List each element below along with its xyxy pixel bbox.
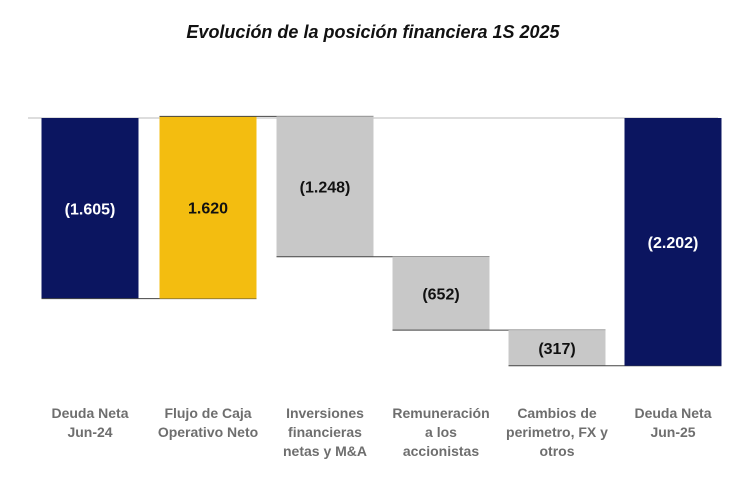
category-label-4: Remuneración a los accionistas — [392, 405, 489, 459]
category-label-6: Deuda Neta Jun-25 — [634, 405, 711, 440]
bar-5 — [508, 330, 606, 366]
data-label-4: (652) — [422, 286, 459, 303]
data-label-5: (317) — [538, 341, 575, 358]
bar-1 — [41, 118, 139, 299]
category-label-5: Cambios de perimetro, FX y otros — [506, 405, 608, 459]
category-label-1: Deuda Neta Jun-24 — [51, 405, 128, 440]
bar-4 — [392, 256, 490, 331]
category-label-2: Flujo de Caja Operativo Neto — [158, 405, 258, 440]
category-label-3: Inversiones financieras netas y M&A — [283, 405, 367, 459]
data-label-3: (1.248) — [300, 180, 351, 197]
bar-6 — [624, 118, 722, 366]
chart-title: Evolución de la posición financiera 1S 2… — [186, 22, 560, 42]
data-label-2: 1.620 — [188, 200, 228, 217]
bar-2 — [159, 116, 257, 299]
data-label-1: (1.605) — [65, 201, 116, 218]
bar-3 — [276, 116, 374, 257]
data-label-6: (2.202) — [648, 235, 699, 252]
